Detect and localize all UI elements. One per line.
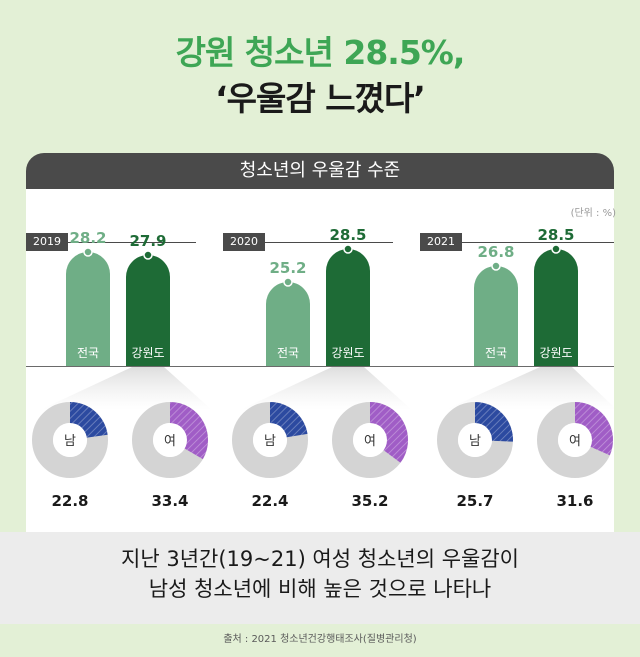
gender-beam-2021: [445, 367, 617, 410]
summary-line-2: 남성 청소년에 비해 높은 것으로 나타나: [148, 577, 492, 601]
pie-hole-2019-1: [153, 423, 187, 457]
headline: 강원 청소년 28.5%, ‘우울감 느꼈다’: [0, 30, 640, 122]
pie-value-2019-0: 22.8: [51, 492, 88, 510]
chart-title-banner: 청소년의 우울감 수준: [26, 153, 614, 189]
pie-label-2021-1: 여: [569, 434, 581, 449]
bar-2021-gangwon: [534, 249, 578, 366]
pie-value-2021-0: 25.7: [456, 492, 493, 510]
pie-hole-2020-1: [353, 423, 387, 457]
pie-label-2019-0: 남: [64, 434, 76, 449]
pie-label-2020-1: 여: [364, 434, 376, 449]
bar-value-2019-1: 27.9: [129, 232, 166, 250]
year-divider-2019: [26, 242, 196, 243]
pie-hole-2021-0: [458, 423, 492, 457]
year-tab-2019: 2019: [26, 233, 68, 251]
gender-beam-2019: [40, 367, 212, 410]
pie-label-2021-0: 남: [469, 434, 481, 449]
headline-line-1: 강원 청소년 28.5%,: [175, 33, 466, 72]
bar-2020-national: [266, 282, 310, 366]
bar-2020-gangwon: [326, 249, 370, 366]
bar-2019-gangwon: [126, 255, 170, 366]
bar-2019-national: [66, 252, 110, 366]
pie-value-2019-1: 33.4: [151, 492, 188, 510]
bar-value-2021-1: 28.5: [537, 226, 574, 244]
bar-2021-national: [474, 266, 518, 366]
bar-dot-2021-0: [491, 261, 501, 271]
gender-beam-2020: [240, 367, 412, 410]
bar-dot-2021-1: [551, 244, 561, 254]
bar-value-2019-0: 28.2: [69, 229, 106, 247]
pie-value-2020-0: 22.4: [251, 492, 288, 510]
summary-text: 지난 3년간(19~21) 여성 청소년의 우울감이 남성 청소년에 비해 높은…: [0, 544, 640, 604]
bar-dot-2019-1: [143, 250, 153, 260]
pie-label-2020-0: 남: [264, 434, 276, 449]
pie-hole-2020-0: [253, 423, 287, 457]
headline-line-2: ‘우울감 느꼈다’: [215, 79, 426, 118]
bar-value-2020-1: 28.5: [329, 226, 366, 244]
pie-hole-2021-1: [558, 423, 592, 457]
summary-panel: [0, 532, 640, 624]
pie-label-2019-1: 여: [164, 434, 176, 449]
year-tab-2020: 2020: [223, 233, 265, 251]
bar-label-2020-1: 강원도: [331, 346, 364, 360]
year-divider-2020: [223, 242, 393, 243]
year-tab-2021: 2021: [420, 233, 462, 251]
bar-baseline: [26, 366, 614, 367]
pie-value-2021-1: 31.6: [556, 492, 593, 510]
bar-label-2020-0: 전국: [277, 346, 299, 360]
bar-dot-2020-1: [343, 244, 353, 254]
summary-line-1: 지난 3년간(19~21) 여성 청소년의 우울감이: [121, 547, 519, 571]
bar-dot-2020-0: [283, 277, 293, 287]
bar-label-2021-0: 전국: [485, 346, 507, 360]
year-divider-2021: [420, 242, 614, 243]
bar-dot-2019-0: [83, 247, 93, 257]
bar-value-2020-0: 25.2: [269, 259, 306, 277]
pie-slice-2020-female: [370, 402, 409, 463]
bar-value-2021-0: 26.8: [477, 243, 514, 261]
bar-label-2019-1: 강원도: [131, 346, 164, 360]
pie-hole-2019-0: [53, 423, 87, 457]
bar-label-2021-1: 강원도: [539, 346, 572, 360]
unit-label: (단위 : %): [570, 208, 616, 219]
bar-label-2019-0: 전국: [77, 346, 99, 360]
pie-value-2020-1: 35.2: [351, 492, 388, 510]
source-note: 출처 : 2021 청소년건강행태조사(질병관리청): [223, 634, 417, 645]
